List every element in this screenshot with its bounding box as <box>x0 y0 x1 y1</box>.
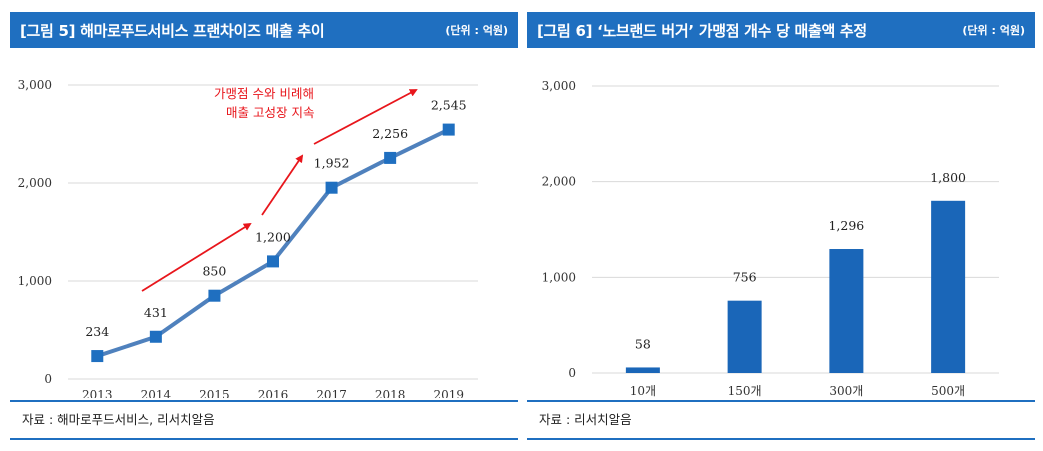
data-label: 756 <box>733 270 757 285</box>
data-point-marker <box>149 330 162 343</box>
x-tick-label: 2017 <box>316 388 347 398</box>
data-label: 2,545 <box>431 98 467 113</box>
y-tick-label: 2,000 <box>18 176 52 190</box>
data-label: 58 <box>635 336 651 351</box>
x-tick-label: 150개 <box>728 384 762 398</box>
x-tick-label: 2013 <box>82 388 113 398</box>
bar-chart: 0 1,000 2,000 3,000 10개 150개 300개 500개 58 756 1,… <box>542 79 999 398</box>
x-tick-label: 2019 <box>433 388 464 398</box>
figure-title: [그림 5] 해마로푸드서비스 프랜차이즈 매출 추이 <box>20 21 325 40</box>
data-label: 1,200 <box>255 229 291 244</box>
x-tick-label: 500개 <box>931 384 965 398</box>
growth-arrow-2 <box>261 154 304 216</box>
x-tick-label: 10개 <box>630 384 656 398</box>
data-point-marker <box>208 289 221 302</box>
y-tick-label: 3,000 <box>542 79 576 93</box>
y-tick-label: 0 <box>44 372 52 386</box>
source-divider-top <box>527 400 1035 402</box>
data-point-marker <box>384 151 397 164</box>
y-tick-label: 0 <box>568 366 576 380</box>
figure-title: [그림 6] ‘노브랜드 버거’ 가맹점 개수 당 매출액 추정 <box>537 21 867 40</box>
source-note: 자료 : 해마로푸드서비스, 리서치알음 <box>22 412 215 427</box>
data-point-marker <box>91 350 104 363</box>
data-label: 850 <box>202 264 226 279</box>
growth-arrow-1 <box>141 222 252 292</box>
data-label: 431 <box>144 305 168 320</box>
bar <box>625 367 660 373</box>
x-tick-label: 2018 <box>375 388 406 398</box>
y-tick-label: 1,000 <box>18 274 52 288</box>
x-tick-label: 2014 <box>141 388 172 398</box>
data-point-marker <box>267 255 279 268</box>
bar <box>931 200 966 373</box>
growth-arrow-3 <box>313 89 418 145</box>
data-point-marker <box>325 181 338 194</box>
annotation-line-1: 가맹점 수와 비례해 <box>214 86 314 101</box>
data-label: 2,256 <box>372 126 408 141</box>
y-tick-label: 1,000 <box>542 270 576 284</box>
y-tick-label: 3,000 <box>18 78 52 92</box>
x-tick-label: 300개 <box>829 384 863 398</box>
y-tick-label: 2,000 <box>542 175 576 189</box>
bar-chart-panel: [그림 6] ‘노브랜드 버거’ 가맹점 개수 당 매출액 추정 (단위 : 억… <box>527 12 1035 442</box>
bar <box>829 249 864 373</box>
line-chart: 0 1,000 2,000 3,000 2013 2014 2015 2016 2017 201… <box>18 78 478 398</box>
x-tick-label: 2016 <box>258 388 289 398</box>
source-divider-top <box>10 400 518 402</box>
data-label: 1,296 <box>828 218 864 233</box>
data-label: 1,800 <box>930 170 966 185</box>
unit-label: (단위 : 억원) <box>445 24 508 37</box>
source-note: 자료 : 리서치알음 <box>539 412 632 427</box>
data-point-marker <box>442 123 455 136</box>
figure-title-bar: [그림 5] 해마로푸드서비스 프랜차이즈 매출 추이 (단위 : 억원) <box>10 12 518 48</box>
unit-label: (단위 : 억원) <box>962 24 1025 37</box>
x-tick-label: 2015 <box>199 388 230 398</box>
figure-title-bar: [그림 6] ‘노브랜드 버거’ 가맹점 개수 당 매출액 추정 (단위 : 억… <box>527 12 1035 48</box>
bar <box>727 300 762 373</box>
source-divider-bottom <box>527 438 1035 440</box>
source-divider-bottom <box>10 438 518 440</box>
line-chart-panel: [그림 5] 해마로푸드서비스 프랜차이즈 매출 추이 (단위 : 억원) 0 1… <box>10 12 518 442</box>
data-label: 234 <box>85 324 109 339</box>
annotation-line-2: 매출 고성장 지속 <box>226 105 314 120</box>
data-label: 1,952 <box>314 156 350 171</box>
